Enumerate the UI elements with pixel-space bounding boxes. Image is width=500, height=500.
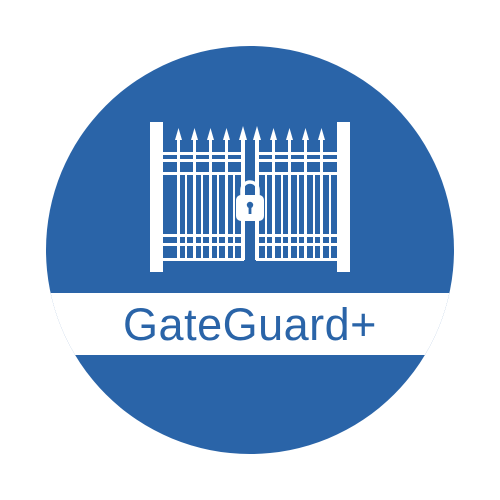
brand-name: GateGuard+: [123, 298, 377, 350]
locked-gate-icon: [150, 122, 350, 272]
name-banner: [46, 293, 454, 355]
badge-circle: [46, 46, 454, 454]
padlock-icon: [236, 180, 264, 221]
